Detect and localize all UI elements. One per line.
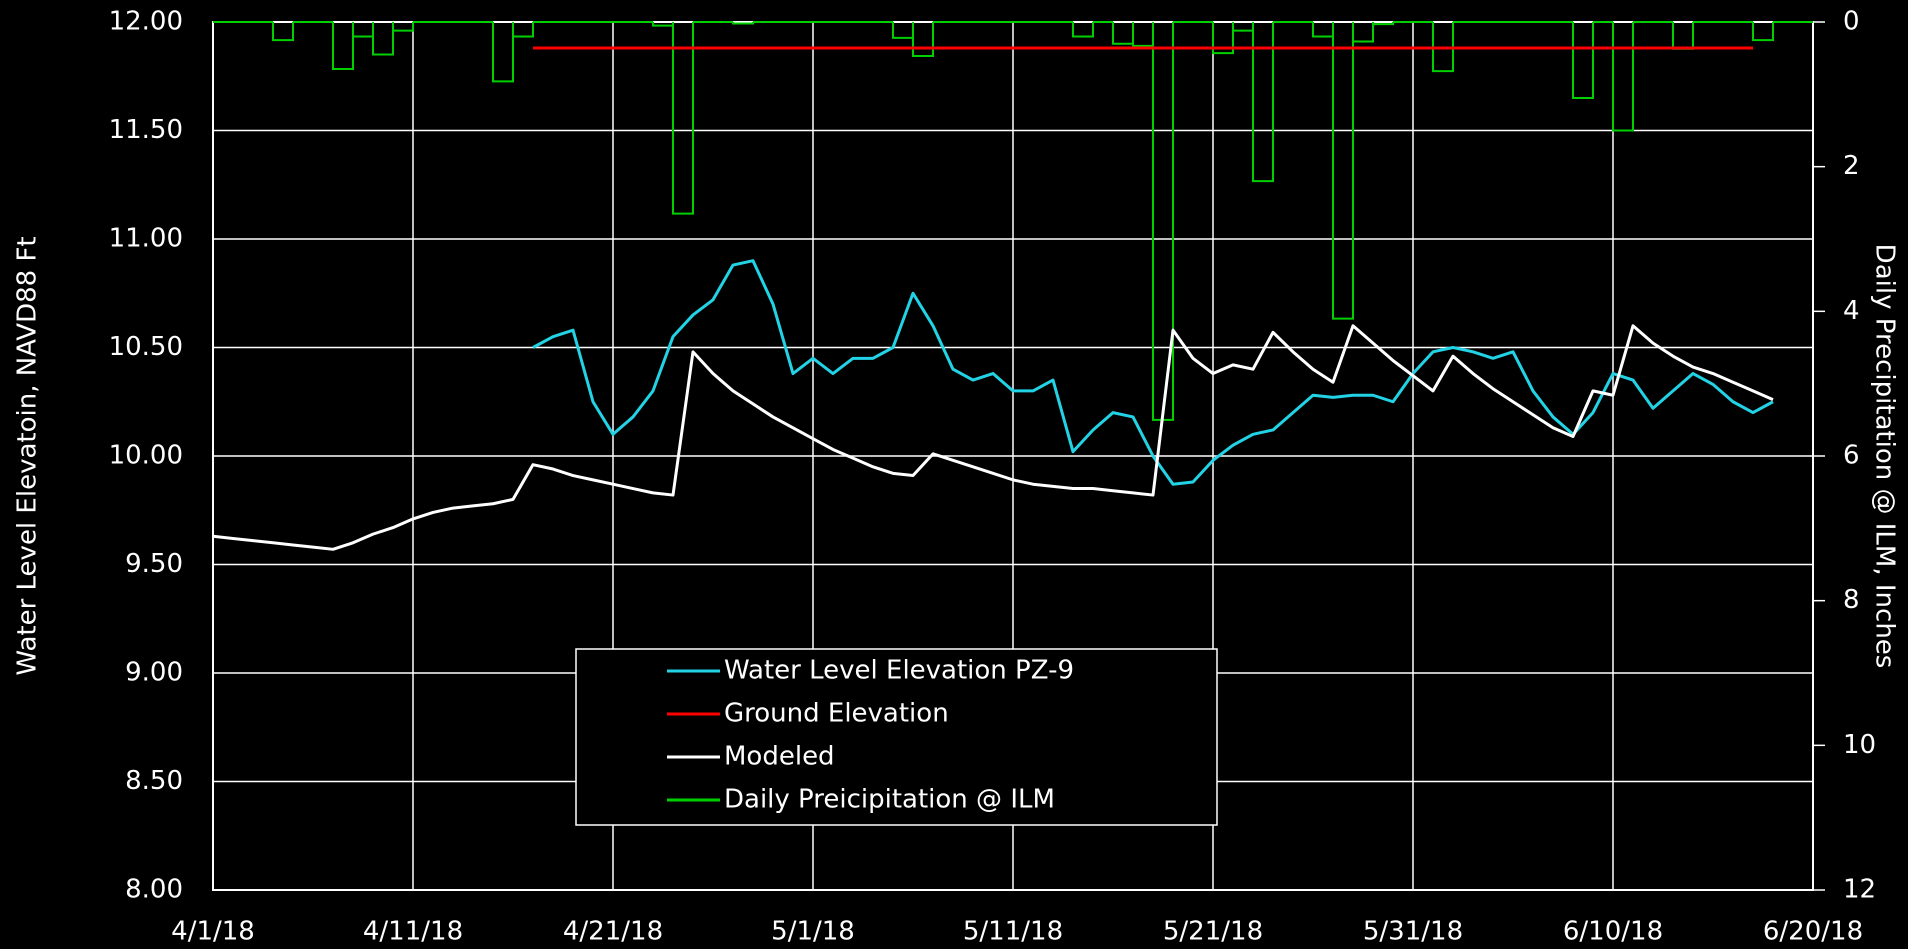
legend-label: Water Level Elevation PZ-9 xyxy=(724,656,1074,686)
x-tick-label: 4/21/18 xyxy=(563,917,663,947)
legend-label: Modeled xyxy=(724,742,835,772)
y2-tick-label: 2 xyxy=(1843,151,1860,181)
y2-tick-label: 8 xyxy=(1843,585,1860,615)
x-tick-label: 4/11/18 xyxy=(363,917,463,947)
precip-step xyxy=(1332,22,1354,320)
precip-step xyxy=(1572,22,1594,99)
y-tick-label: 11.00 xyxy=(109,224,183,254)
y2-axis-title: Daily Precipitation @ ILM, Inches xyxy=(1870,244,1900,669)
x-tick-label: 4/1/18 xyxy=(171,917,255,947)
precip-step xyxy=(372,22,394,56)
precip-step xyxy=(1212,22,1234,55)
x-tick-label: 6/10/18 xyxy=(1563,917,1663,947)
x-tick-label: 5/11/18 xyxy=(963,917,1063,947)
y-tick-label: 8.00 xyxy=(125,875,183,905)
precip-step xyxy=(1352,22,1374,43)
x-tick-label: 5/31/18 xyxy=(1363,917,1463,947)
y-tick-label: 8.50 xyxy=(125,766,183,796)
y-tick-label: 9.50 xyxy=(125,549,183,579)
y-tick-label: 10.00 xyxy=(109,441,183,471)
y-axis-title: Water Level Elevatoin, NAVD88 Ft xyxy=(13,236,43,675)
precip-step xyxy=(912,22,934,57)
y2-tick-label: 12 xyxy=(1843,875,1876,905)
x-tick-label: 5/21/18 xyxy=(1163,917,1263,947)
y2-tick-label: 0 xyxy=(1843,7,1860,37)
y2-tick-label: 10 xyxy=(1843,730,1876,760)
legend-label: Daily Preicipitation @ ILM xyxy=(724,785,1055,815)
precip-step xyxy=(1752,22,1774,42)
y2-tick-label: 6 xyxy=(1843,441,1860,471)
precip-step xyxy=(272,22,294,42)
y-tick-label: 10.50 xyxy=(109,332,183,362)
y-tick-label: 12.00 xyxy=(109,7,183,37)
y-tick-label: 9.00 xyxy=(125,658,183,688)
precip-step xyxy=(672,22,694,215)
legend-box xyxy=(575,648,1218,826)
precip-step xyxy=(1372,22,1394,26)
precip-step xyxy=(332,22,354,71)
legend-label: Ground Elevation xyxy=(724,699,949,729)
y2-tick-label: 4 xyxy=(1843,296,1860,326)
precip-step xyxy=(392,22,414,32)
precip-step xyxy=(492,22,514,83)
x-tick-label: 5/1/18 xyxy=(771,917,855,947)
precip-step xyxy=(512,22,534,38)
precip-step xyxy=(1612,22,1634,132)
precip-step xyxy=(1252,22,1274,183)
legend: Water Level Elevation PZ-9 Ground Elevati… xyxy=(575,648,1218,826)
series-line xyxy=(532,259,1774,486)
y-tick-label: 11.50 xyxy=(109,115,183,145)
x-tick-label: 6/20/18 xyxy=(1763,917,1863,947)
precip-step xyxy=(1072,22,1094,38)
series-line xyxy=(212,324,1774,551)
